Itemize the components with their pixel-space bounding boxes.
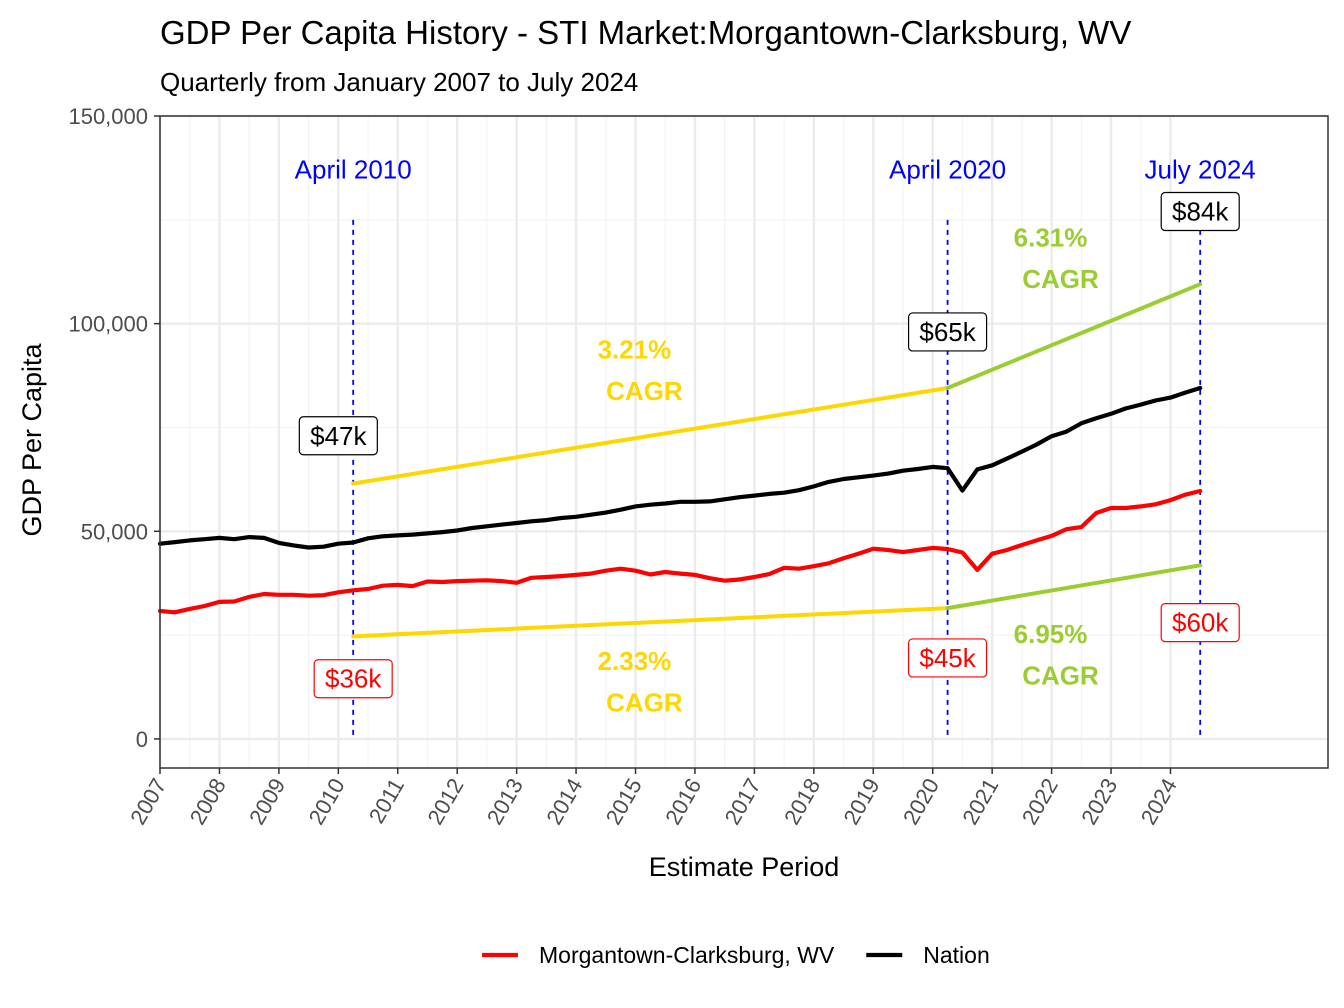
cagr-text-label: CAGR (606, 376, 683, 406)
value-label-market-2010: $36k (325, 664, 382, 694)
period-marker-label: April 2010 (295, 154, 412, 184)
value-label-nation-2024: $84k (1172, 197, 1229, 227)
cagr-rate-label: 3.21% (598, 335, 672, 365)
y-axis-title: GDP Per Capita (17, 342, 47, 536)
cagr-line-market-2020-2024 (945, 563, 1203, 611)
series-line-nation (157, 385, 1203, 550)
value-label-market-2020: $45k (919, 643, 976, 673)
value-label-box-nation-2010 (298, 416, 378, 456)
value-label-box-nation-2020 (907, 312, 988, 352)
legend-label-nation: Nation (923, 942, 989, 968)
x-axis-title: Estimate Period (649, 852, 840, 882)
value-label-box-market-2024 (1160, 603, 1240, 643)
grid (158, 114, 1328, 768)
period-marker-label: April 2020 (889, 154, 1006, 184)
cagr-line-market-2010-2020 (351, 606, 950, 639)
cagr-text-label: CAGR (1022, 264, 1099, 294)
y-tick-label: 0 (136, 727, 148, 752)
cagr-text-label: CAGR (1022, 661, 1099, 691)
period-marker-label: July 2024 (1145, 154, 1256, 184)
legend-label-market: Morgantown-Clarksburg, WV (539, 942, 835, 968)
value-label-market-2024: $60k (1172, 608, 1229, 638)
value-label-nation-2020: $65k (919, 317, 976, 347)
value-label-box-market-2020 (907, 638, 988, 678)
y-tick-label: 50,000 (81, 519, 148, 544)
cagr-line-nation-2020-2024 (945, 282, 1203, 391)
legend: Morgantown-Clarksburg, WV Nation (482, 942, 990, 968)
annotations: 3.21% CAGR 6.31% CAGR 2.33% CAGR 6.95% CAGR $47k… (298, 191, 1240, 718)
panel-border (159, 115, 1329, 769)
y-tick-label: 150,000 (68, 104, 148, 129)
series-line-market (157, 488, 1203, 615)
chart-title: GDP Per Capita History - STI Market:Morg… (160, 14, 1131, 51)
period-markers: April 2010 April 2020 July 2024 (295, 154, 1256, 739)
cagr-rate-label: 6.95% (1014, 619, 1088, 649)
cagr-lines (351, 282, 1203, 639)
value-label-box-nation-2024 (1160, 191, 1240, 232)
chart-subtitle: Quarterly from January 2007 to July 2024 (160, 67, 638, 97)
value-label-box-market-2010 (313, 659, 393, 699)
cagr-rate-label: 2.33% (598, 646, 672, 676)
cagr-rate-label: 6.31% (1014, 222, 1088, 252)
y-tick-label: 100,000 (68, 312, 148, 337)
series-lines (157, 385, 1203, 615)
cagr-line-nation-2010-2020 (351, 386, 950, 486)
cagr-text-label: CAGR (606, 688, 683, 718)
value-label-nation-2010: $47k (310, 421, 367, 451)
